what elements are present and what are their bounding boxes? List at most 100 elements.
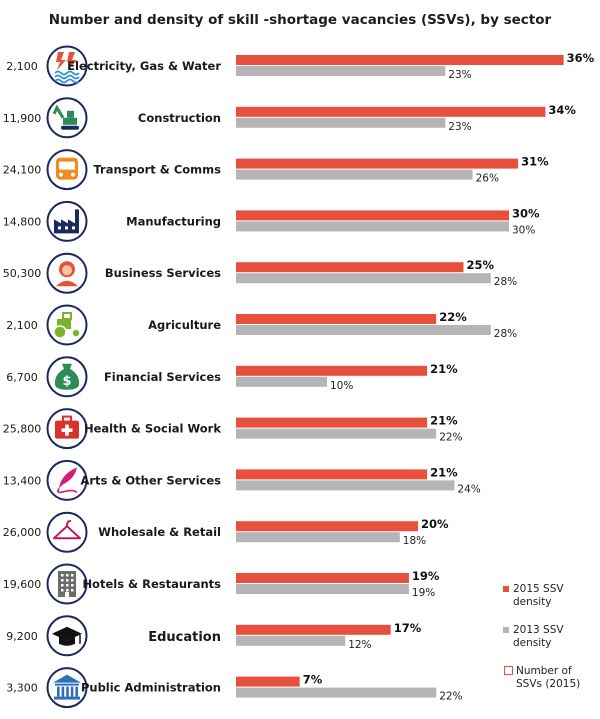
sector-label: Agriculture bbox=[148, 318, 221, 332]
tractor-icon bbox=[46, 304, 88, 346]
bar-2013 bbox=[236, 584, 409, 594]
value-label-2015: 17% bbox=[394, 621, 422, 635]
sector-label: Education bbox=[148, 630, 221, 645]
legend-swatch bbox=[504, 666, 513, 675]
hanger-icon bbox=[46, 511, 88, 553]
ssv-count-label: 6,700 bbox=[6, 371, 38, 384]
value-label-2015: 30% bbox=[512, 206, 540, 220]
bar-2013 bbox=[236, 635, 346, 646]
chart-row: 19,600 Hotels & Restaurants 19% 19% bbox=[3, 563, 440, 605]
legend-label: density bbox=[513, 596, 552, 608]
value-label-2015: 21% bbox=[430, 362, 458, 376]
bar-2013 bbox=[236, 117, 446, 128]
ssv-count-label: 3,300 bbox=[6, 682, 38, 695]
value-label-2015: 34% bbox=[548, 103, 576, 117]
legend-label: 2013 SSV bbox=[513, 624, 564, 636]
sector-label: Public Administration bbox=[81, 681, 221, 695]
money-bag-icon: $ bbox=[46, 356, 88, 398]
sector-label: Health & Social Work bbox=[84, 422, 221, 436]
chart-row: 14,800 Manufacturing 30% 30% bbox=[3, 200, 540, 242]
bar-2013 bbox=[236, 376, 327, 387]
ssv-count-label: 9,200 bbox=[6, 630, 38, 643]
bar-2013 bbox=[236, 532, 400, 543]
sector-label: Electricity, Gas & Water bbox=[67, 59, 221, 73]
ssv-count-label: 14,800 bbox=[3, 215, 42, 228]
quill-icon bbox=[46, 459, 88, 501]
value-label-2013: 23% bbox=[448, 69, 471, 81]
chart-row: 13,400 Arts & Other Services 21% 24% bbox=[3, 459, 481, 501]
first-aid-kit-icon bbox=[46, 408, 88, 450]
ssv-count-label: 24,100 bbox=[3, 164, 42, 177]
chart-row: 26,000 Wholesale & Retail 20% 18% bbox=[3, 511, 449, 553]
chart-row: 24,100 Transport & Comms 31% 26% bbox=[3, 149, 549, 191]
value-label-2013: 10% bbox=[330, 380, 353, 392]
chart-row: 3,300 Public Administration 7% 22% bbox=[6, 667, 463, 709]
value-label-2013: 22% bbox=[439, 432, 462, 444]
ssv-count-label: 19,600 bbox=[3, 578, 42, 591]
sector-label: Manufacturing bbox=[126, 214, 221, 228]
bar-2015 bbox=[236, 417, 428, 428]
value-label-2013: 26% bbox=[476, 173, 499, 185]
chart-row: 9,200 Education 17% 12% bbox=[6, 615, 422, 657]
value-label-2015: 21% bbox=[430, 465, 458, 479]
chart-row: 11,900 Construction 34% 23% bbox=[3, 97, 576, 139]
bar-2013 bbox=[236, 66, 446, 76]
value-label-2015: 20% bbox=[421, 517, 449, 531]
bar-2015 bbox=[236, 365, 428, 376]
value-label-2015: 21% bbox=[430, 414, 458, 428]
value-label-2015: 22% bbox=[439, 310, 467, 324]
ssv-count-label: 26,000 bbox=[3, 526, 42, 539]
value-label-2013: 30% bbox=[512, 224, 535, 236]
value-label-2013: 23% bbox=[448, 121, 471, 133]
sector-label: Transport & Comms bbox=[93, 163, 221, 177]
bar-2015 bbox=[236, 573, 409, 583]
bar-2015 bbox=[236, 521, 418, 532]
chart-row: 6,700 $ Financial Services 21% 10% bbox=[6, 356, 458, 398]
legend-label: Number of bbox=[516, 665, 572, 677]
sector-label: Financial Services bbox=[104, 370, 221, 384]
bar-2013 bbox=[236, 221, 509, 232]
bar-2015 bbox=[236, 210, 509, 221]
legend-label: 2015 SSV bbox=[513, 583, 564, 595]
bar-2015 bbox=[236, 469, 428, 480]
sector-label: Business Services bbox=[105, 266, 221, 280]
hotel-building-icon bbox=[46, 563, 88, 605]
bar-2015 bbox=[236, 106, 546, 117]
value-label-2015: 36% bbox=[567, 51, 595, 65]
chart-row: 2,100 Agriculture 22% 28% bbox=[6, 304, 517, 346]
value-label-2013: 19% bbox=[412, 587, 435, 599]
ssv-count-label: 25,800 bbox=[3, 423, 42, 436]
bar-2013 bbox=[236, 325, 491, 335]
chart-row: 25,800 Health & Social Work 21% 22% bbox=[3, 408, 463, 450]
excavator-icon bbox=[46, 97, 88, 139]
chart-row: 50,300 Business Services 25% 28% bbox=[3, 252, 517, 294]
chart-row: 2,100 Electricity, Gas & Water 36% 23% bbox=[6, 45, 595, 87]
government-building-icon bbox=[46, 667, 88, 709]
legend-swatch bbox=[503, 627, 509, 633]
bar-2015 bbox=[236, 624, 391, 635]
sector-label: Wholesale & Retail bbox=[98, 525, 221, 539]
lightning-water-icon bbox=[46, 45, 88, 87]
bar-2013 bbox=[236, 687, 437, 698]
svg-text:$: $ bbox=[62, 374, 71, 389]
legend-swatch bbox=[503, 586, 509, 592]
bar-2013 bbox=[236, 480, 455, 491]
bar-2015 bbox=[236, 676, 300, 687]
factory-icon bbox=[46, 200, 88, 242]
value-label-2013: 18% bbox=[403, 535, 426, 547]
value-label-2015: 31% bbox=[521, 155, 549, 169]
bar-2013 bbox=[236, 169, 473, 180]
sector-label: Hotels & Restaurants bbox=[82, 577, 221, 591]
legend-label: density bbox=[513, 637, 552, 649]
ssv-count-label: 13,400 bbox=[3, 474, 42, 487]
sector-label: Arts & Other Services bbox=[80, 473, 221, 487]
bar-2013 bbox=[236, 428, 437, 439]
value-label-2013: 24% bbox=[457, 483, 480, 495]
value-label-2013: 22% bbox=[439, 691, 462, 703]
legend-label: SSVs (2015) bbox=[516, 678, 580, 690]
value-label-2015: 7% bbox=[303, 673, 323, 687]
ssv-count-label: 2,100 bbox=[6, 60, 38, 73]
